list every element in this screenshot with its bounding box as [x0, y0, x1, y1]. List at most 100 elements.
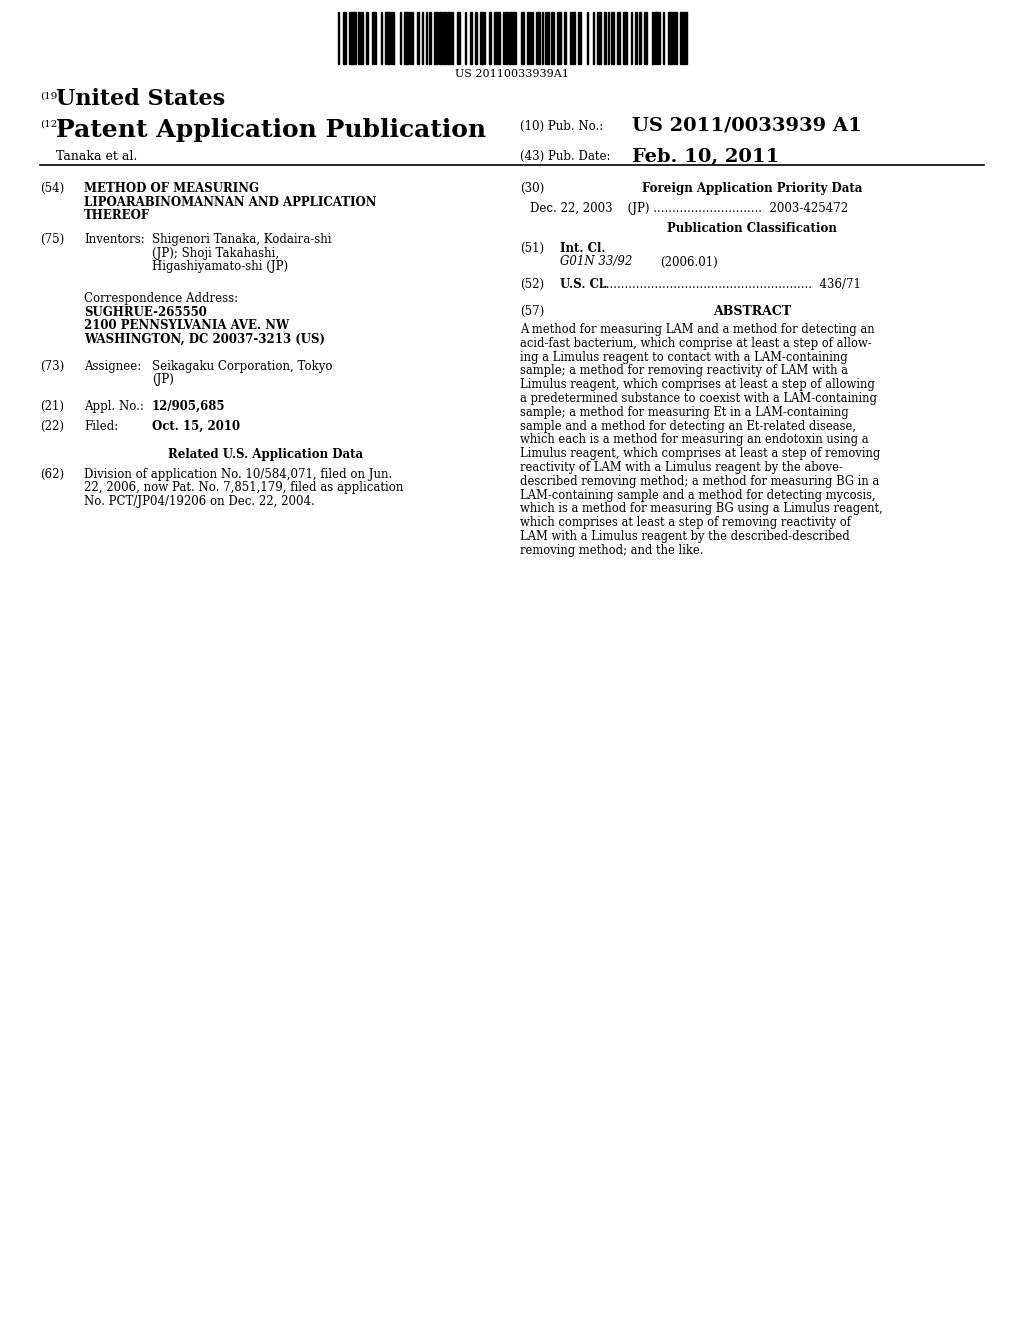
Text: (75): (75) [40, 234, 65, 246]
Text: Dec. 22, 2003    (JP) .............................  2003-425472: Dec. 22, 2003 (JP) .....................… [530, 202, 848, 215]
Bar [426, 12, 427, 63]
Text: Assignee:: Assignee: [84, 360, 141, 374]
Text: Limulus reagent, which comprises at least a step of allowing: Limulus reagent, which comprises at leas… [520, 379, 874, 391]
Bar [557, 12, 561, 63]
Text: Related U.S. Application Data: Related U.S. Application Data [168, 447, 364, 461]
Bar [417, 12, 419, 63]
Text: (30): (30) [520, 182, 544, 195]
Text: (JP); Shoji Takahashi,: (JP); Shoji Takahashi, [152, 247, 280, 260]
Bar [475, 12, 477, 63]
Text: a predetermined substance to coexist with a LAM-containing: a predetermined substance to coexist wit… [520, 392, 877, 405]
Bar [411, 12, 413, 63]
Text: WASHINGTON, DC 20037-3213 (US): WASHINGTON, DC 20037-3213 (US) [84, 333, 325, 346]
Bar [443, 12, 445, 63]
Text: Publication Classification: Publication Classification [667, 222, 837, 235]
Text: METHOD OF MEASURING: METHOD OF MEASURING [84, 182, 259, 195]
Bar [506, 12, 508, 63]
Bar [375, 12, 376, 63]
Bar [527, 12, 530, 63]
Bar [536, 12, 540, 63]
Bar [610, 12, 614, 63]
Text: Filed:: Filed: [84, 420, 118, 433]
Text: Shigenori Tanaka, Kodaira-shi: Shigenori Tanaka, Kodaira-shi [152, 234, 332, 246]
Text: Foreign Application Priority Data: Foreign Application Priority Data [642, 182, 862, 195]
Text: (62): (62) [40, 469, 65, 480]
Text: Patent Application Publication: Patent Application Publication [56, 117, 486, 143]
Text: (57): (57) [520, 305, 544, 318]
Bar [480, 12, 482, 63]
Bar [680, 12, 687, 63]
Bar [674, 12, 677, 63]
Text: A method for measuring LAM and a method for detecting an: A method for measuring LAM and a method … [520, 323, 874, 337]
Text: Appl. No.:: Appl. No.: [84, 400, 144, 413]
Bar [338, 12, 339, 63]
Text: (19): (19) [40, 92, 61, 102]
Text: (54): (54) [40, 182, 65, 195]
Text: LIPOARABINOMANNAN AND APPLICATION: LIPOARABINOMANNAN AND APPLICATION [84, 195, 377, 209]
Bar [373, 12, 374, 63]
Text: ........................................................  436/71: ........................................… [602, 279, 861, 290]
Bar [385, 12, 390, 63]
Bar [429, 12, 430, 63]
Bar [434, 12, 438, 63]
Bar [358, 12, 360, 63]
Text: (43) Pub. Date:: (43) Pub. Date: [520, 150, 610, 162]
Text: (51): (51) [520, 242, 544, 255]
Text: Inventors:: Inventors: [84, 234, 144, 246]
Bar [470, 12, 472, 63]
Bar [608, 12, 609, 63]
Bar [494, 12, 501, 63]
Bar [447, 12, 450, 63]
Bar [545, 12, 546, 63]
Text: sample; a method for measuring Et in a LAM-containing: sample; a method for measuring Et in a L… [520, 405, 849, 418]
Bar [578, 12, 582, 63]
Text: G01N 33/92: G01N 33/92 [560, 256, 633, 268]
Bar [639, 12, 641, 63]
Text: Feb. 10, 2011: Feb. 10, 2011 [632, 148, 779, 166]
Bar [644, 12, 647, 63]
Text: described removing method; a method for measuring BG in a: described removing method; a method for … [520, 475, 880, 488]
Bar [663, 12, 664, 63]
Bar [587, 12, 588, 63]
Bar [483, 12, 485, 63]
Text: which each is a method for measuring an endotoxin using a: which each is a method for measuring an … [520, 433, 868, 446]
Text: sample; a method for removing reactivity of LAM with a: sample; a method for removing reactivity… [520, 364, 848, 378]
Text: (73): (73) [40, 360, 65, 374]
Bar [547, 12, 549, 63]
Bar [381, 12, 382, 63]
Bar [509, 12, 515, 63]
Bar [668, 12, 673, 63]
Text: ing a Limulus reagent to contact with a LAM-containing: ing a Limulus reagent to contact with a … [520, 351, 848, 363]
Bar [451, 12, 454, 63]
Text: Seikagaku Corporation, Tokyo: Seikagaku Corporation, Tokyo [152, 360, 333, 374]
Bar [400, 12, 401, 63]
Bar [457, 12, 460, 63]
Bar [362, 12, 364, 63]
Text: No. PCT/JP04/19206 on Dec. 22, 2004.: No. PCT/JP04/19206 on Dec. 22, 2004. [84, 495, 314, 508]
Text: sample and a method for detecting an Et-related disease,: sample and a method for detecting an Et-… [520, 420, 856, 433]
Text: Division of application No. 10/584,071, filed on Jun.: Division of application No. 10/584,071, … [84, 469, 392, 480]
Bar [391, 12, 394, 63]
Bar [652, 12, 653, 63]
Text: Correspondence Address:: Correspondence Address: [84, 292, 239, 305]
Text: 2100 PENNSYLVANIA AVE. NW: 2100 PENNSYLVANIA AVE. NW [84, 319, 289, 333]
Text: (12): (12) [40, 120, 61, 129]
Text: which comprises at least a step of removing reactivity of: which comprises at least a step of remov… [520, 516, 851, 529]
Text: acid-fast bacterium, which comprise at least a step of allow-: acid-fast bacterium, which comprise at l… [520, 337, 871, 350]
Text: US 2011/0033939 A1: US 2011/0033939 A1 [632, 117, 862, 135]
Text: SUGHRUE-265550: SUGHRUE-265550 [84, 305, 207, 318]
Text: (JP): (JP) [152, 374, 174, 387]
Text: 12/905,685: 12/905,685 [152, 400, 225, 413]
Bar [439, 12, 442, 63]
Text: US 20110033939A1: US 20110033939A1 [455, 69, 569, 79]
Text: (21): (21) [40, 400, 63, 413]
Bar [503, 12, 504, 63]
Text: U.S. Cl.: U.S. Cl. [560, 279, 607, 290]
Text: Int. Cl.: Int. Cl. [560, 242, 605, 255]
Text: THEREOF: THEREOF [84, 209, 151, 222]
Text: LAM-containing sample and a method for detecting mycosis,: LAM-containing sample and a method for d… [520, 488, 876, 502]
Bar [349, 12, 355, 63]
Text: ABSTRACT: ABSTRACT [713, 305, 792, 318]
Text: reactivity of LAM with a Limulus reagent by the above-: reactivity of LAM with a Limulus reagent… [520, 461, 843, 474]
Text: which is a method for measuring BG using a Limulus reagent,: which is a method for measuring BG using… [520, 503, 883, 515]
